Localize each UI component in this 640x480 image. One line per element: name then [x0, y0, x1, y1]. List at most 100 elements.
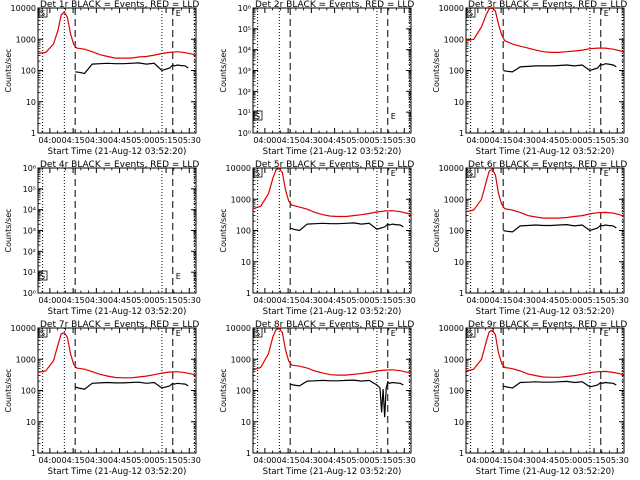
x-tick-label: 04:15	[277, 136, 300, 145]
panel-9: Det 9r BLACK = Events, RED = LLD 1 10 100 10…	[432, 320, 629, 477]
panel-3: Det 3r BLACK = Events, RED = LLD 1 10 100 10…	[432, 0, 629, 157]
y-tick-label: 10000	[11, 4, 36, 13]
y-tick-label: 10³	[23, 227, 36, 236]
y-tick-label: 1	[246, 449, 251, 458]
x-tick-label: 04:15	[277, 296, 300, 305]
x-tick-label: 05:00	[131, 296, 154, 305]
y-axis-label: Counts/sec	[4, 368, 13, 412]
y-axis-label: Counts/sec	[4, 208, 13, 252]
y-tick-label: 10	[454, 98, 464, 107]
x-tick-label: 05:15	[370, 136, 393, 145]
x-tick-label: 04:45	[536, 296, 559, 305]
y-tick-label: 1000	[444, 195, 464, 204]
end-marker-label: E	[604, 169, 609, 178]
x-axis-label: Start Time (21-Aug-12 03:52:20)	[48, 307, 187, 317]
plot-frame	[37, 327, 197, 454]
y-tick-label: 10¹	[238, 108, 251, 117]
x-tick-label: 04:00	[253, 456, 276, 465]
x-tick-label: 05:00	[131, 136, 154, 145]
y-tick-label: 1000	[231, 195, 251, 204]
x-tick-label: 04:30	[513, 136, 536, 145]
y-tick-label: 100	[21, 67, 36, 76]
end-marker-label: E	[391, 329, 396, 338]
series-events-line	[75, 62, 189, 75]
x-tick-label: 04:15	[490, 296, 513, 305]
x-tick-label: 05:15	[583, 136, 606, 145]
y-axis-label: Counts/sec	[432, 208, 441, 252]
x-axis-label: Start Time (21-Aug-12 03:52:20)	[476, 307, 615, 317]
plot-frame	[252, 167, 412, 294]
start-marker-box	[38, 270, 48, 281]
series-lld-line	[253, 328, 411, 376]
y-tick-label: 1000	[16, 355, 36, 364]
y-tick-label: 1	[459, 129, 464, 138]
x-axis-label: Start Time (21-Aug-12 03:52:20)	[263, 307, 402, 317]
panel-title: Det 4r BLACK = Events, RED = LLD	[40, 160, 199, 170]
series-events-line	[503, 223, 617, 233]
y-tick-label: 10	[454, 258, 464, 267]
end-marker-label: E	[604, 329, 609, 338]
y-tick-label: 10³	[238, 67, 251, 76]
x-tick-label: 04:30	[85, 456, 108, 465]
y-tick-label: 1	[31, 449, 36, 458]
series-lld-line	[38, 10, 196, 59]
x-tick-label: 05:30	[393, 136, 416, 145]
x-tick-label: 04:45	[108, 456, 131, 465]
panel-title: Det 9r BLACK = Events, RED = LLD	[468, 320, 627, 330]
panel-5: Det 5r BLACK = Events, RED = LLD 1 10 100 10…	[219, 160, 416, 317]
end-marker-label: E	[391, 112, 396, 121]
x-tick-label: 04:30	[85, 296, 108, 305]
panel-title: Det 3r BLACK = Events, RED = LLD	[468, 0, 627, 10]
x-tick-label: 04:00	[38, 296, 61, 305]
start-marker-label: S	[40, 9, 45, 18]
y-tick-label: 10000	[439, 4, 464, 13]
series-events-line	[289, 222, 404, 232]
x-tick-label: 05:00	[346, 456, 369, 465]
x-tick-label: 05:00	[559, 136, 582, 145]
panel-title: Det 6r BLACK = Events, RED = LLD	[468, 160, 627, 170]
y-tick-label: 1	[246, 289, 251, 298]
plot-frame	[37, 7, 197, 134]
y-tick-label: 10000	[439, 164, 464, 173]
start-marker-label: S	[255, 169, 260, 178]
y-tick-label: 1000	[444, 35, 464, 44]
series-events-line	[74, 381, 189, 390]
x-tick-label: 05:15	[155, 456, 178, 465]
y-tick-label: 10	[26, 98, 36, 107]
start-marker-box	[253, 110, 263, 121]
x-tick-label: 05:30	[178, 456, 201, 465]
x-tick-label: 05:30	[606, 456, 629, 465]
x-tick-label: 05:15	[370, 296, 393, 305]
plot-frame	[252, 7, 412, 134]
x-tick-label: 04:15	[490, 136, 513, 145]
start-marker-label: S	[468, 9, 473, 18]
y-tick-label: 1	[459, 449, 464, 458]
y-tick-label: 1000	[16, 35, 36, 44]
plot-frame	[465, 7, 625, 134]
start-marker-box	[466, 7, 476, 18]
x-tick-label: 04:45	[108, 136, 131, 145]
x-axis-label: Start Time (21-Aug-12 03:52:20)	[48, 467, 187, 477]
x-tick-label: 05:00	[559, 456, 582, 465]
x-tick-label: 05:00	[346, 136, 369, 145]
y-tick-label: 10⁵	[238, 25, 251, 34]
y-tick-label: 100	[449, 67, 464, 76]
start-marker-box	[466, 327, 476, 338]
y-tick-label: 10¹	[23, 268, 36, 277]
y-tick-label: 100	[449, 387, 464, 396]
panel-title: Det 1r BLACK = Events, RED = LLD	[40, 0, 199, 10]
panel-8: Det 8r BLACK = Events, RED = LLD 1 10 100 10…	[219, 320, 416, 477]
x-tick-label: 04:45	[323, 456, 346, 465]
y-tick-label: 10000	[226, 164, 251, 173]
y-tick-label: 10²	[23, 247, 36, 256]
y-tick-label: 10	[454, 418, 464, 427]
x-tick-label: 05:30	[178, 136, 201, 145]
x-tick-label: 05:15	[155, 296, 178, 305]
x-tick-label: 04:15	[62, 296, 85, 305]
panel-7: Det 7r BLACK = Events, RED = LLD 1 10 100 10…	[4, 320, 201, 477]
series-lld-line	[466, 8, 624, 54]
y-tick-label: 10⁴	[23, 206, 36, 215]
x-tick-label: 05:00	[346, 296, 369, 305]
x-tick-label: 05:15	[583, 456, 606, 465]
